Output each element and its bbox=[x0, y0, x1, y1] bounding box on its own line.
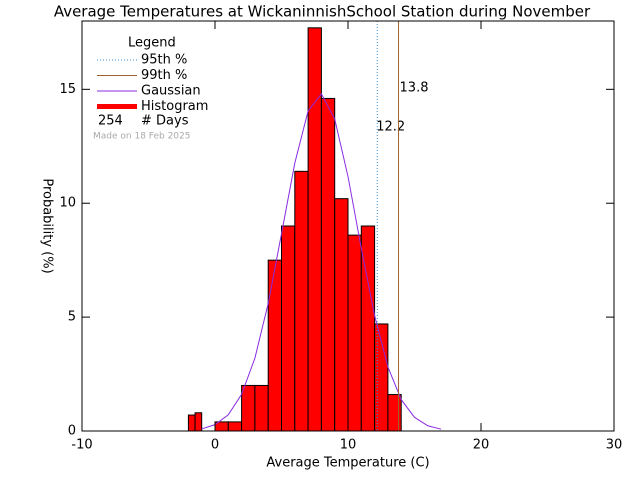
histogram-bar bbox=[347, 234, 362, 432]
legend-label: 99th % bbox=[141, 68, 187, 83]
y-tick-label: 15 bbox=[59, 82, 76, 97]
histogram-bar bbox=[307, 27, 322, 432]
x-axis-label: Average Temperature (C) bbox=[266, 456, 429, 471]
histogram-bar bbox=[267, 259, 283, 432]
x-tick-label: 0 bbox=[211, 438, 219, 453]
legend-label: Gaussian bbox=[141, 84, 201, 99]
days-label: # Days bbox=[141, 114, 189, 129]
x-tick-label: 30 bbox=[606, 438, 623, 453]
x-tick-label: 10 bbox=[340, 438, 357, 453]
histogram-bar bbox=[227, 421, 243, 432]
y-tick-label: 5 bbox=[68, 310, 76, 325]
made-on-note: Made on 18 Feb 2025 bbox=[93, 132, 190, 142]
gaussian-curve bbox=[201, 92, 442, 430]
histogram-bar bbox=[281, 225, 296, 432]
histogram-bar bbox=[334, 198, 349, 432]
histogram-bar bbox=[320, 97, 336, 432]
legend-label: 95th % bbox=[141, 53, 187, 68]
histogram-bar bbox=[294, 170, 309, 432]
y-tick-label: 10 bbox=[59, 196, 76, 211]
y-tick-label: 0 bbox=[68, 424, 76, 439]
histogram-bar bbox=[387, 394, 402, 432]
x-tick-label: -10 bbox=[71, 438, 92, 453]
histogram-bar bbox=[194, 412, 203, 432]
percentile-label: 13.8 bbox=[400, 81, 429, 96]
chart-title: Average Temperatures at WickaninnishScho… bbox=[54, 3, 591, 21]
percentile-label: 12.2 bbox=[376, 120, 405, 135]
histogram-bar bbox=[254, 384, 269, 432]
histogram-bar bbox=[187, 414, 196, 432]
legend-label: Histogram bbox=[141, 99, 208, 114]
legend-title: Legend bbox=[128, 36, 176, 51]
x-tick-label: 20 bbox=[473, 438, 490, 453]
y-axis-label: Probability (%) bbox=[40, 178, 55, 273]
days-count: 254 bbox=[98, 114, 123, 129]
histogram-bar bbox=[241, 384, 256, 432]
